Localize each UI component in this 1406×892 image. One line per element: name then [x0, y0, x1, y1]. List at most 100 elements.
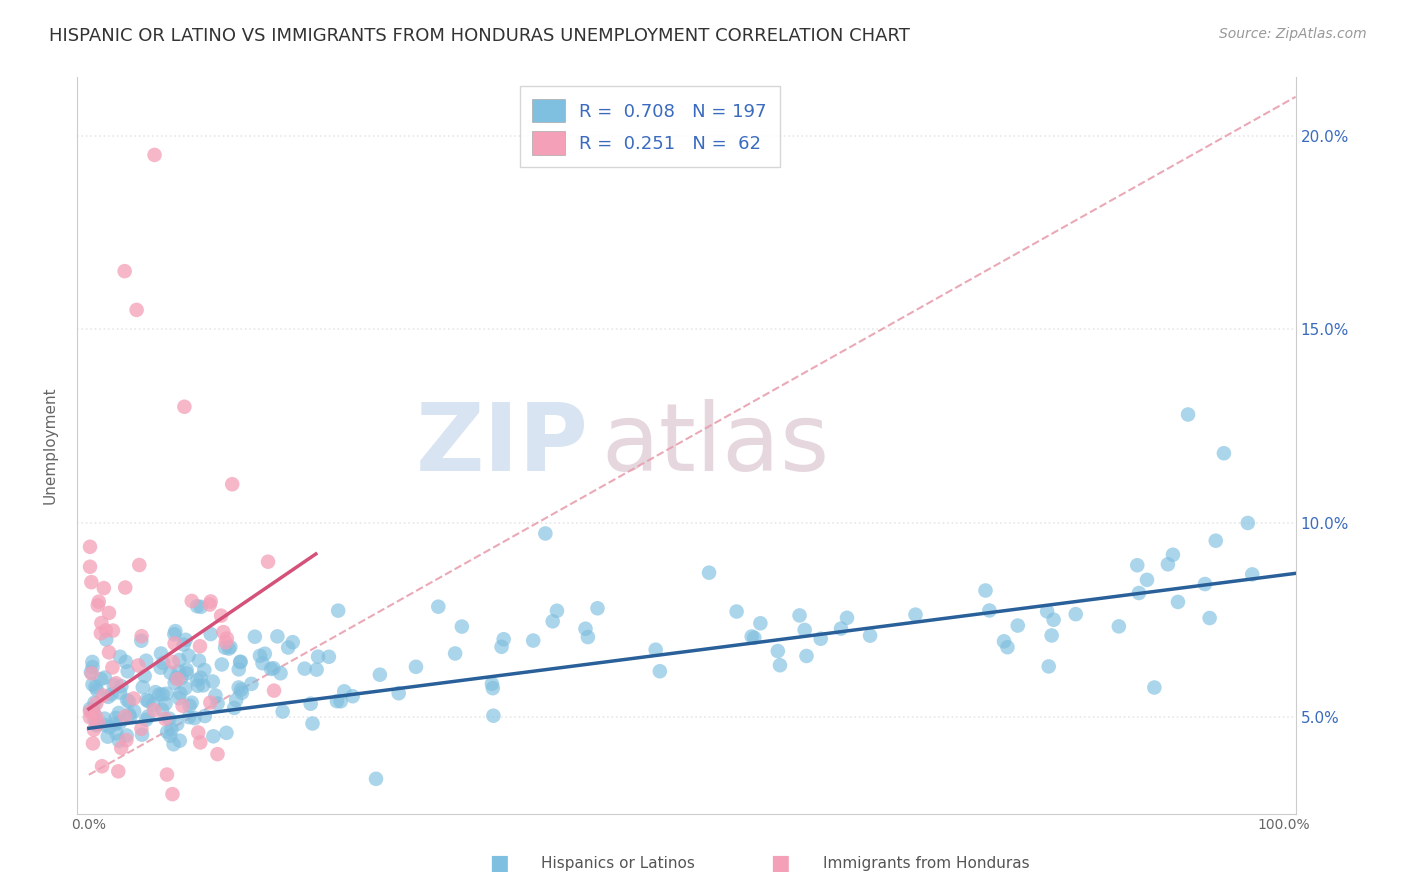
Point — [122, 691, 145, 706]
Point — [207, 747, 229, 761]
Point — [789, 608, 811, 623]
Point — [148, 687, 170, 701]
Point — [173, 400, 195, 414]
Point — [249, 648, 271, 663]
Point — [270, 666, 292, 681]
Point — [167, 665, 190, 679]
Point — [163, 676, 186, 690]
Point — [793, 623, 815, 637]
Point — [97, 730, 120, 744]
Point — [201, 674, 224, 689]
Point — [194, 709, 217, 723]
Point — [257, 555, 280, 569]
Text: Immigrants from Honduras: Immigrants from Honduras — [823, 856, 1029, 871]
Point — [228, 681, 250, 695]
Point — [307, 649, 329, 664]
Point — [482, 708, 505, 723]
Point — [157, 712, 180, 726]
Point — [167, 691, 190, 706]
Point — [725, 605, 748, 619]
Point — [281, 635, 304, 649]
Point — [1161, 548, 1184, 562]
Point — [212, 625, 235, 640]
Point — [219, 640, 242, 654]
Point — [174, 681, 197, 696]
Point — [364, 772, 387, 786]
Text: Hispanics or Latinos: Hispanics or Latinos — [541, 856, 695, 871]
Point — [114, 581, 136, 595]
Point — [152, 688, 174, 702]
Point — [82, 706, 104, 720]
Point — [169, 686, 191, 700]
Point — [135, 693, 157, 707]
Point — [80, 665, 103, 680]
Point — [1143, 681, 1166, 695]
Point — [221, 477, 243, 491]
Point — [90, 672, 112, 686]
Point — [160, 723, 183, 737]
Point — [263, 661, 285, 675]
Point — [98, 720, 121, 734]
Point — [204, 689, 226, 703]
Point — [979, 603, 1001, 617]
Point — [1212, 446, 1234, 460]
Point — [1038, 659, 1060, 673]
Point — [94, 671, 117, 685]
Point — [165, 671, 187, 685]
Point — [177, 710, 200, 724]
Point — [132, 680, 155, 694]
Point — [769, 658, 792, 673]
Point — [82, 705, 104, 719]
Point — [228, 662, 250, 676]
Point — [1007, 618, 1029, 632]
Point — [224, 701, 246, 715]
Point — [492, 632, 515, 647]
Point — [186, 673, 208, 688]
Point — [166, 672, 188, 686]
Point — [697, 566, 720, 580]
Point — [188, 639, 211, 653]
Point — [586, 601, 609, 615]
Point — [104, 711, 127, 725]
Point — [534, 526, 557, 541]
Point — [240, 677, 263, 691]
Point — [742, 631, 765, 645]
Point — [329, 694, 352, 708]
Point — [131, 629, 153, 643]
Point — [159, 665, 181, 680]
Text: ■: ■ — [489, 854, 509, 873]
Point — [229, 655, 252, 669]
Point — [108, 733, 131, 747]
Point — [180, 696, 202, 710]
Point — [163, 636, 186, 650]
Point — [1042, 613, 1064, 627]
Point — [82, 736, 104, 750]
Point — [118, 707, 141, 722]
Point — [294, 662, 316, 676]
Point — [318, 649, 340, 664]
Point — [188, 735, 211, 749]
Point — [97, 645, 120, 659]
Point — [135, 654, 157, 668]
Point — [101, 624, 124, 638]
Point — [115, 733, 138, 747]
Point — [1108, 619, 1130, 633]
Point — [143, 703, 166, 717]
Point — [79, 559, 101, 574]
Point — [86, 716, 108, 731]
Point — [127, 658, 149, 673]
Point — [301, 716, 323, 731]
Point — [1126, 558, 1149, 573]
Point — [177, 648, 200, 663]
Point — [86, 697, 108, 711]
Point — [136, 694, 159, 708]
Point — [90, 626, 112, 640]
Point — [174, 632, 197, 647]
Point — [229, 682, 252, 697]
Point — [1036, 604, 1059, 618]
Point — [1194, 577, 1216, 591]
Point — [115, 693, 138, 707]
Point — [1167, 595, 1189, 609]
Point — [150, 647, 173, 661]
Text: HISPANIC OR LATINO VS IMMIGRANTS FROM HONDURAS UNEMPLOYMENT CORRELATION CHART: HISPANIC OR LATINO VS IMMIGRANTS FROM HO… — [49, 27, 910, 45]
